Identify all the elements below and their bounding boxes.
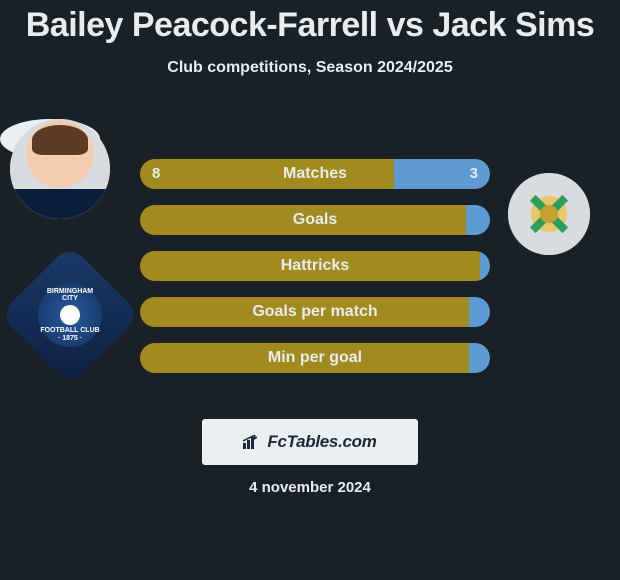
content-area: BIRMINGHAM CITY FOOTBALL CLUB · 1875 · M… [0,119,620,373]
player1-club-crest: BIRMINGHAM CITY FOOTBALL CLUB · 1875 · [20,249,120,379]
stat-bar-label: Goals per match [140,297,490,327]
player1-name: Bailey Peacock-Farrell [26,6,378,44]
crest1-year: · 1875 · [38,335,102,343]
stat-bar-left-value: 8 [152,159,160,189]
stat-bar-row: Matches8 3 [140,159,490,189]
stat-bar-label: Min per goal [140,343,490,373]
stat-bar-row: Hattricks [140,251,490,281]
crest1-line2: FOOTBALL CLUB [38,327,102,335]
stat-bar-row: Goals per match [140,297,490,327]
subtitle: Club competitions, Season 2024/2025 [0,59,620,77]
stat-bar-row: Goals [140,205,490,235]
stat-bars: Matches8 3 Goals Hattricks Goals per match Mi… [140,159,490,373]
stat-bar-label: Matches [140,159,490,189]
crest1-line1: BIRMINGHAM CITY [38,288,102,303]
player2-name: Jack Sims [432,6,594,44]
stat-bar-row: Min per goal [140,343,490,373]
player2-club-crest [508,173,590,255]
comparison-title: Bailey Peacock-Farrell vs Jack Sims [0,0,620,45]
branding-text: FcTables.com [267,432,376,452]
stat-bar-label: Hattricks [140,251,490,281]
fctables-logo-icon [243,435,263,449]
player1-face-placeholder [10,119,110,219]
branding-box: FcTables.com [202,419,418,465]
player1-avatar [10,119,110,219]
stat-bar-right-value: 3 [470,159,478,189]
stat-bar-label: Goals [140,205,490,235]
crest2-center-icon [540,205,558,223]
vs-text: vs [387,6,424,44]
crest1-ball-icon [60,305,80,325]
date-text: 4 november 2024 [0,479,620,496]
